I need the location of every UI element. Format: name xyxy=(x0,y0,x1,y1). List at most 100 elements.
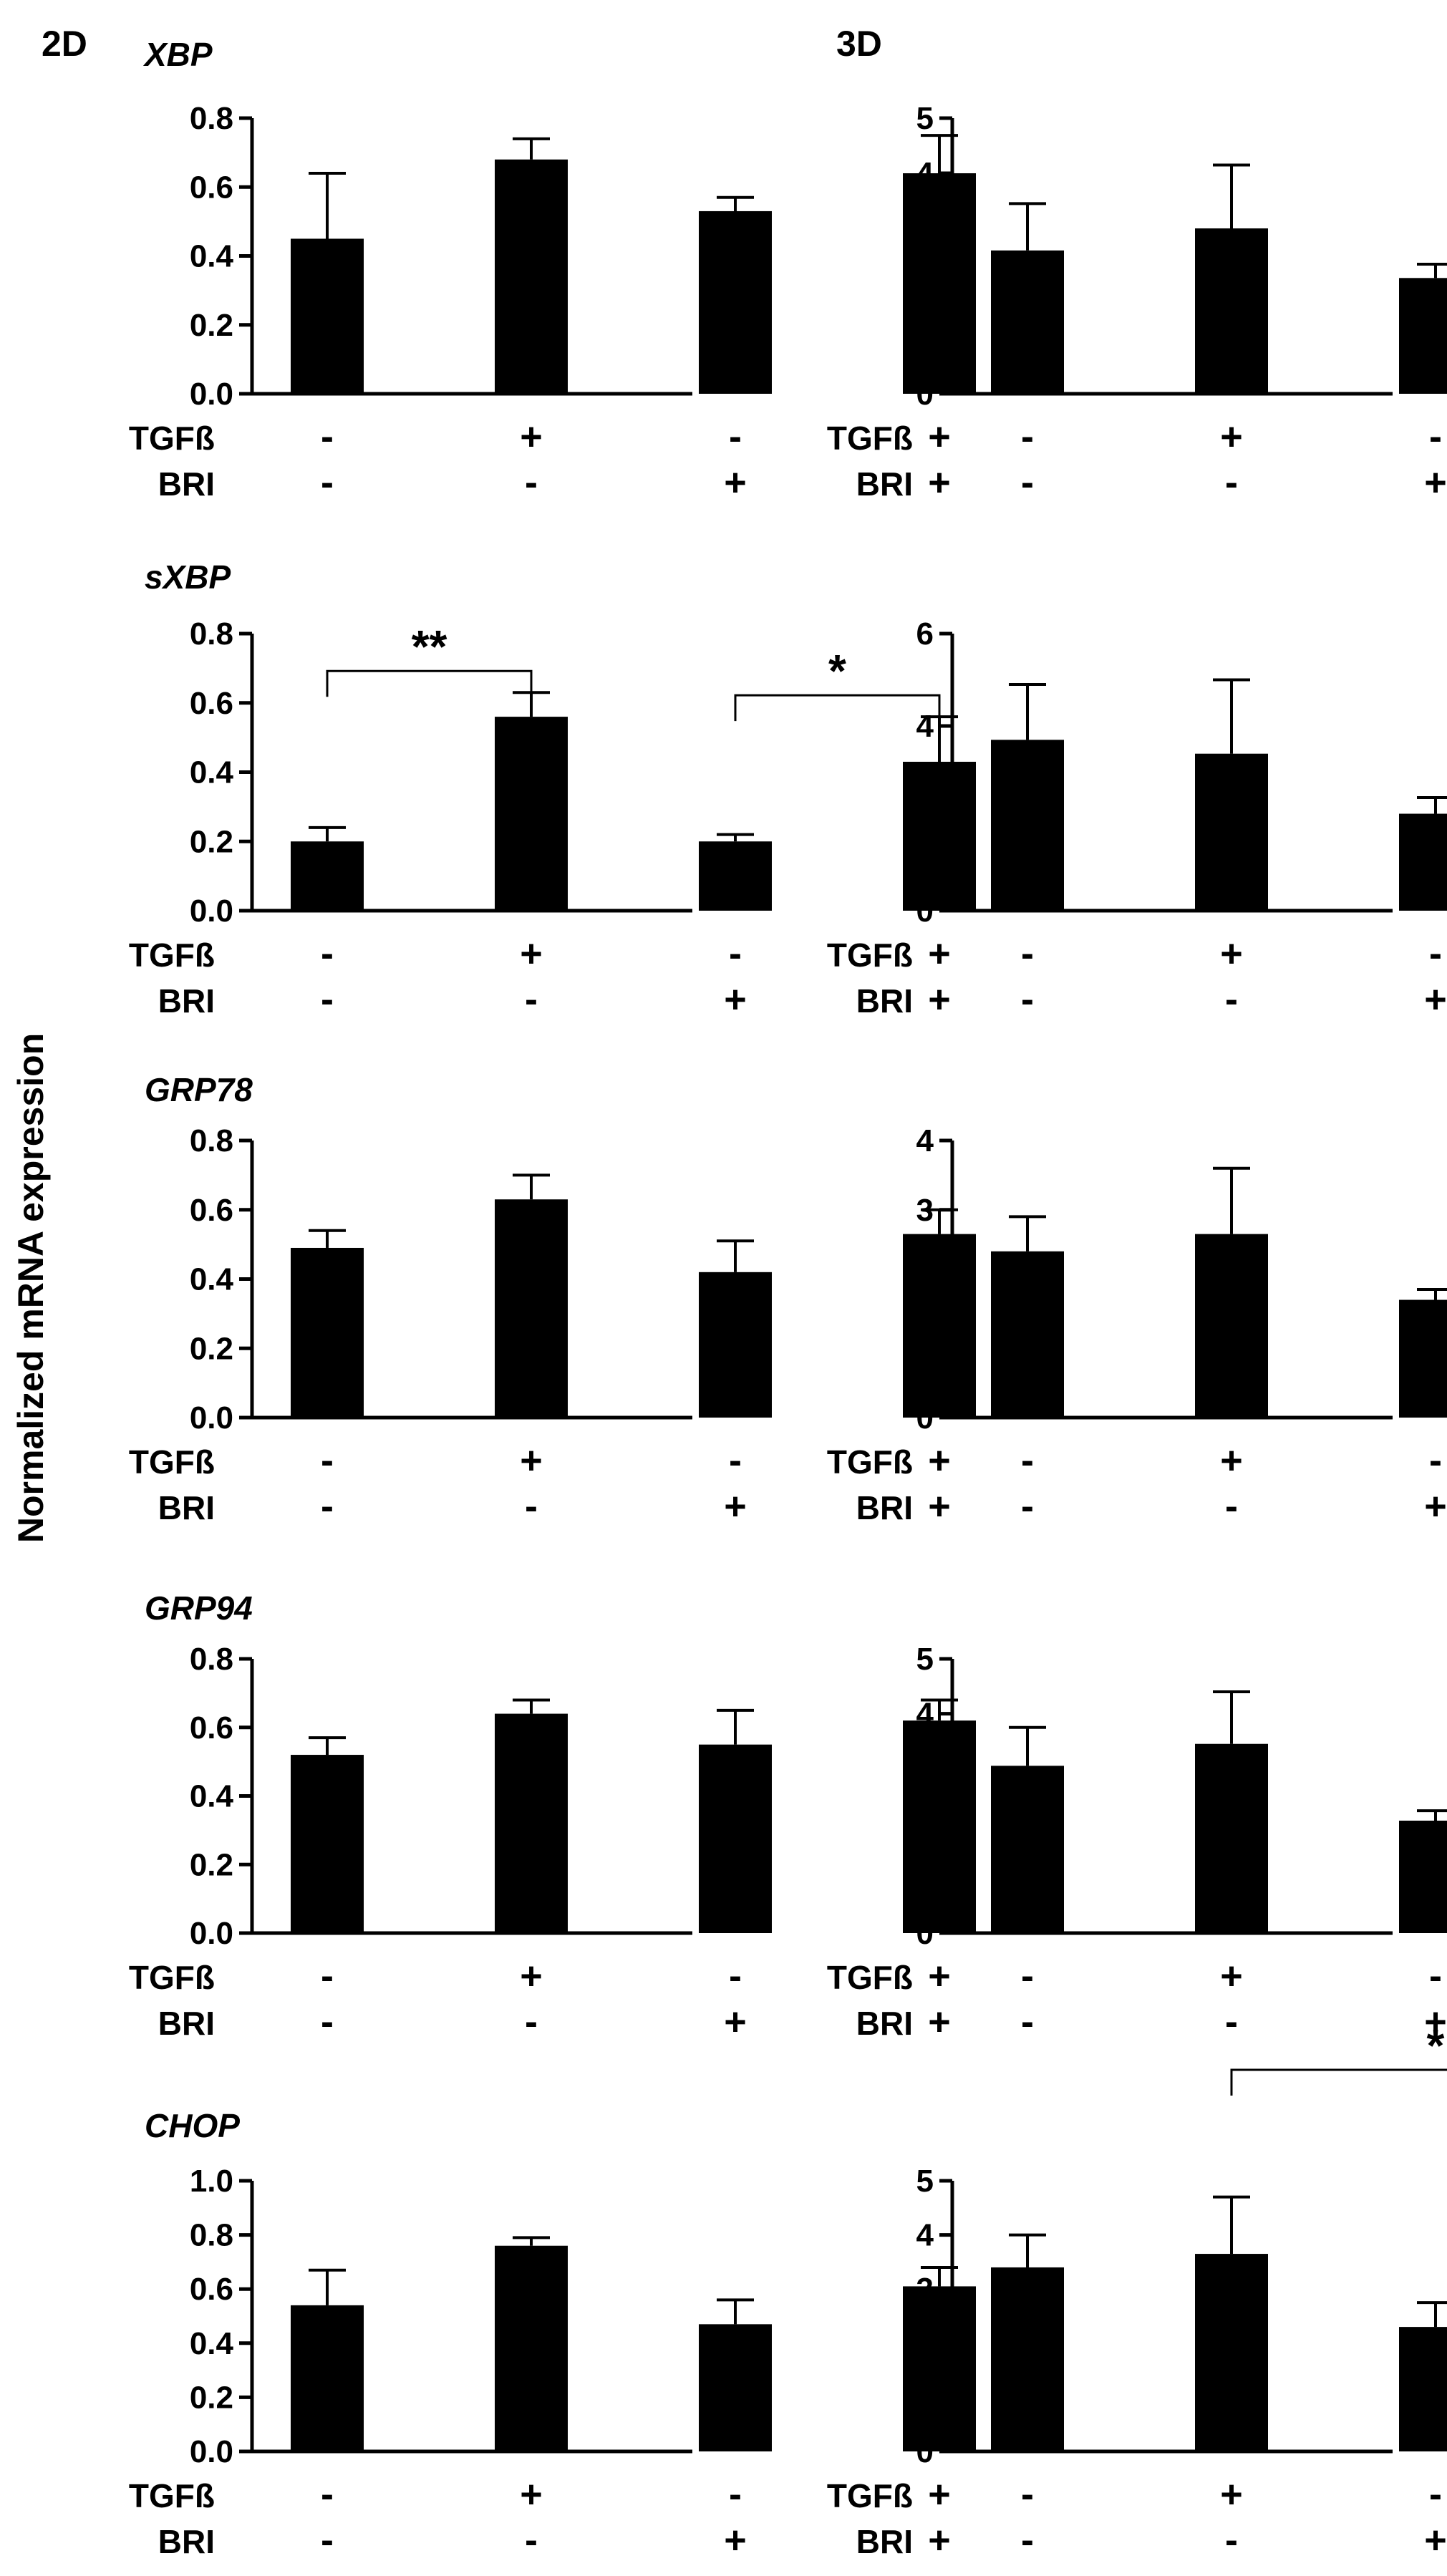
tgf-sign: - xyxy=(729,1439,742,1482)
column-label-2d: 2D xyxy=(42,24,87,64)
y-tick-label: 0.4 xyxy=(190,755,234,790)
tgf-sign: + xyxy=(520,415,543,458)
tgf-sign: + xyxy=(1220,2473,1243,2516)
bri-row-label: BRI xyxy=(856,2523,913,2560)
y-tick-label: 0.6 xyxy=(190,2272,233,2307)
y-tick-label: 4 xyxy=(916,156,934,191)
bri-sign: - xyxy=(1225,1485,1238,1528)
y-tick-label: 1 xyxy=(916,1861,934,1896)
bar xyxy=(991,1251,1064,1418)
significance-bracket xyxy=(326,669,533,697)
y-tick-label: 0 xyxy=(916,2434,934,2469)
bri-sign: - xyxy=(525,1485,538,1528)
significance-label: * xyxy=(828,645,846,697)
tgf-row-label: TGFß xyxy=(129,420,215,457)
significance-bracket xyxy=(1230,2068,1447,2096)
bri-sign: - xyxy=(1225,978,1238,1021)
bar xyxy=(903,2286,976,2451)
bri-row-label: BRI xyxy=(856,1489,913,1526)
bri-sign: - xyxy=(1225,2000,1238,2043)
y-tick-label: 0.4 xyxy=(190,1779,234,1814)
y-tick-label: 4 xyxy=(916,2218,934,2253)
tgf-sign: - xyxy=(321,415,334,458)
bri-sign: - xyxy=(1021,2000,1034,2043)
y-tick-label: 0.4 xyxy=(190,239,234,274)
tgf-sign: - xyxy=(321,1439,334,1482)
bri-sign: - xyxy=(1021,978,1034,1021)
bri-sign: - xyxy=(321,1485,334,1528)
bar xyxy=(495,2245,568,2451)
bar xyxy=(291,1755,364,1933)
y-tick-label: 0.4 xyxy=(190,1262,234,1297)
bri-sign: - xyxy=(525,2519,538,2562)
bar xyxy=(903,1234,976,1418)
bri-sign: - xyxy=(525,978,538,1021)
y-tick-label: 0.2 xyxy=(190,2380,233,2415)
y-tick-label: 0.6 xyxy=(190,1710,233,1745)
y-tick-label: 0.0 xyxy=(190,1400,233,1435)
y-tick-label: 0.8 xyxy=(190,1123,233,1158)
bri-sign: + xyxy=(928,2519,951,2562)
tgf-sign: + xyxy=(928,932,951,975)
tgf-sign: - xyxy=(729,932,742,975)
bri-row-label: BRI xyxy=(158,2523,215,2560)
bri-sign: + xyxy=(1424,978,1447,1021)
tgf-sign: + xyxy=(928,1955,951,1998)
bar xyxy=(1399,1820,1447,1933)
y-tick-label: 0.2 xyxy=(190,1847,233,1882)
bri-row-label: BRI xyxy=(856,465,913,503)
bri-row-label: BRI xyxy=(158,1489,215,1526)
bar xyxy=(699,2324,772,2451)
bar xyxy=(291,2305,364,2451)
bar xyxy=(991,2267,1064,2451)
y-tick-label: 0.6 xyxy=(190,1193,233,1228)
tgf-sign: - xyxy=(1429,2473,1442,2516)
y-tick-label: 0.6 xyxy=(190,686,233,721)
significance-bracket xyxy=(734,694,941,722)
tgf-sign: - xyxy=(1429,932,1442,975)
y-tick-label: 2 xyxy=(916,2326,934,2361)
y-tick-label: 1 xyxy=(916,2380,934,2415)
bri-sign: + xyxy=(928,461,951,504)
bri-row-label: BRI xyxy=(158,2005,215,2042)
bar xyxy=(1195,2254,1268,2451)
tgf-sign: - xyxy=(729,1955,742,1998)
tgf-row-label: TGFß xyxy=(827,936,913,974)
bar xyxy=(1195,1234,1268,1418)
tgf-row-label: TGFß xyxy=(827,1959,913,1996)
y-tick-label: 0 xyxy=(916,377,934,412)
y-tick-label: 5 xyxy=(916,2164,934,2199)
tgf-sign: + xyxy=(928,2473,951,2516)
bri-sign: + xyxy=(928,1485,951,1528)
y-tick-label: 2 xyxy=(916,266,934,301)
bar xyxy=(291,1247,364,1418)
bri-sign: + xyxy=(928,978,951,1021)
bar xyxy=(495,717,568,911)
bri-sign: - xyxy=(321,978,334,1021)
tgf-row-label: TGFß xyxy=(129,1443,215,1481)
y-tick-label: 0.2 xyxy=(190,1331,233,1366)
bri-row-label: BRI xyxy=(856,982,913,1020)
bri-sign: + xyxy=(724,461,747,504)
bri-sign: + xyxy=(1424,461,1447,504)
tgf-sign: + xyxy=(1220,932,1243,975)
tgf-sign: + xyxy=(928,1439,951,1482)
tgf-sign: + xyxy=(928,415,951,458)
bar xyxy=(1399,1299,1447,1418)
tgf-sign: - xyxy=(321,2473,334,2516)
bri-sign: - xyxy=(525,2000,538,2043)
bri-row-label: BRI xyxy=(856,2005,913,2042)
bar xyxy=(495,159,568,394)
tgf-row-label: TGFß xyxy=(129,1959,215,1996)
y-tick-label: 2 xyxy=(916,1806,934,1841)
bar xyxy=(1399,813,1447,911)
bar xyxy=(699,841,772,911)
bri-sign: - xyxy=(321,2000,334,2043)
significance-label: * xyxy=(1427,2020,1445,2071)
y-tick-label: 0.8 xyxy=(190,1642,233,1677)
bar xyxy=(903,1720,976,1933)
tgf-sign: + xyxy=(520,932,543,975)
y-axis-title: Normalized mRNA expression xyxy=(11,1033,51,1543)
